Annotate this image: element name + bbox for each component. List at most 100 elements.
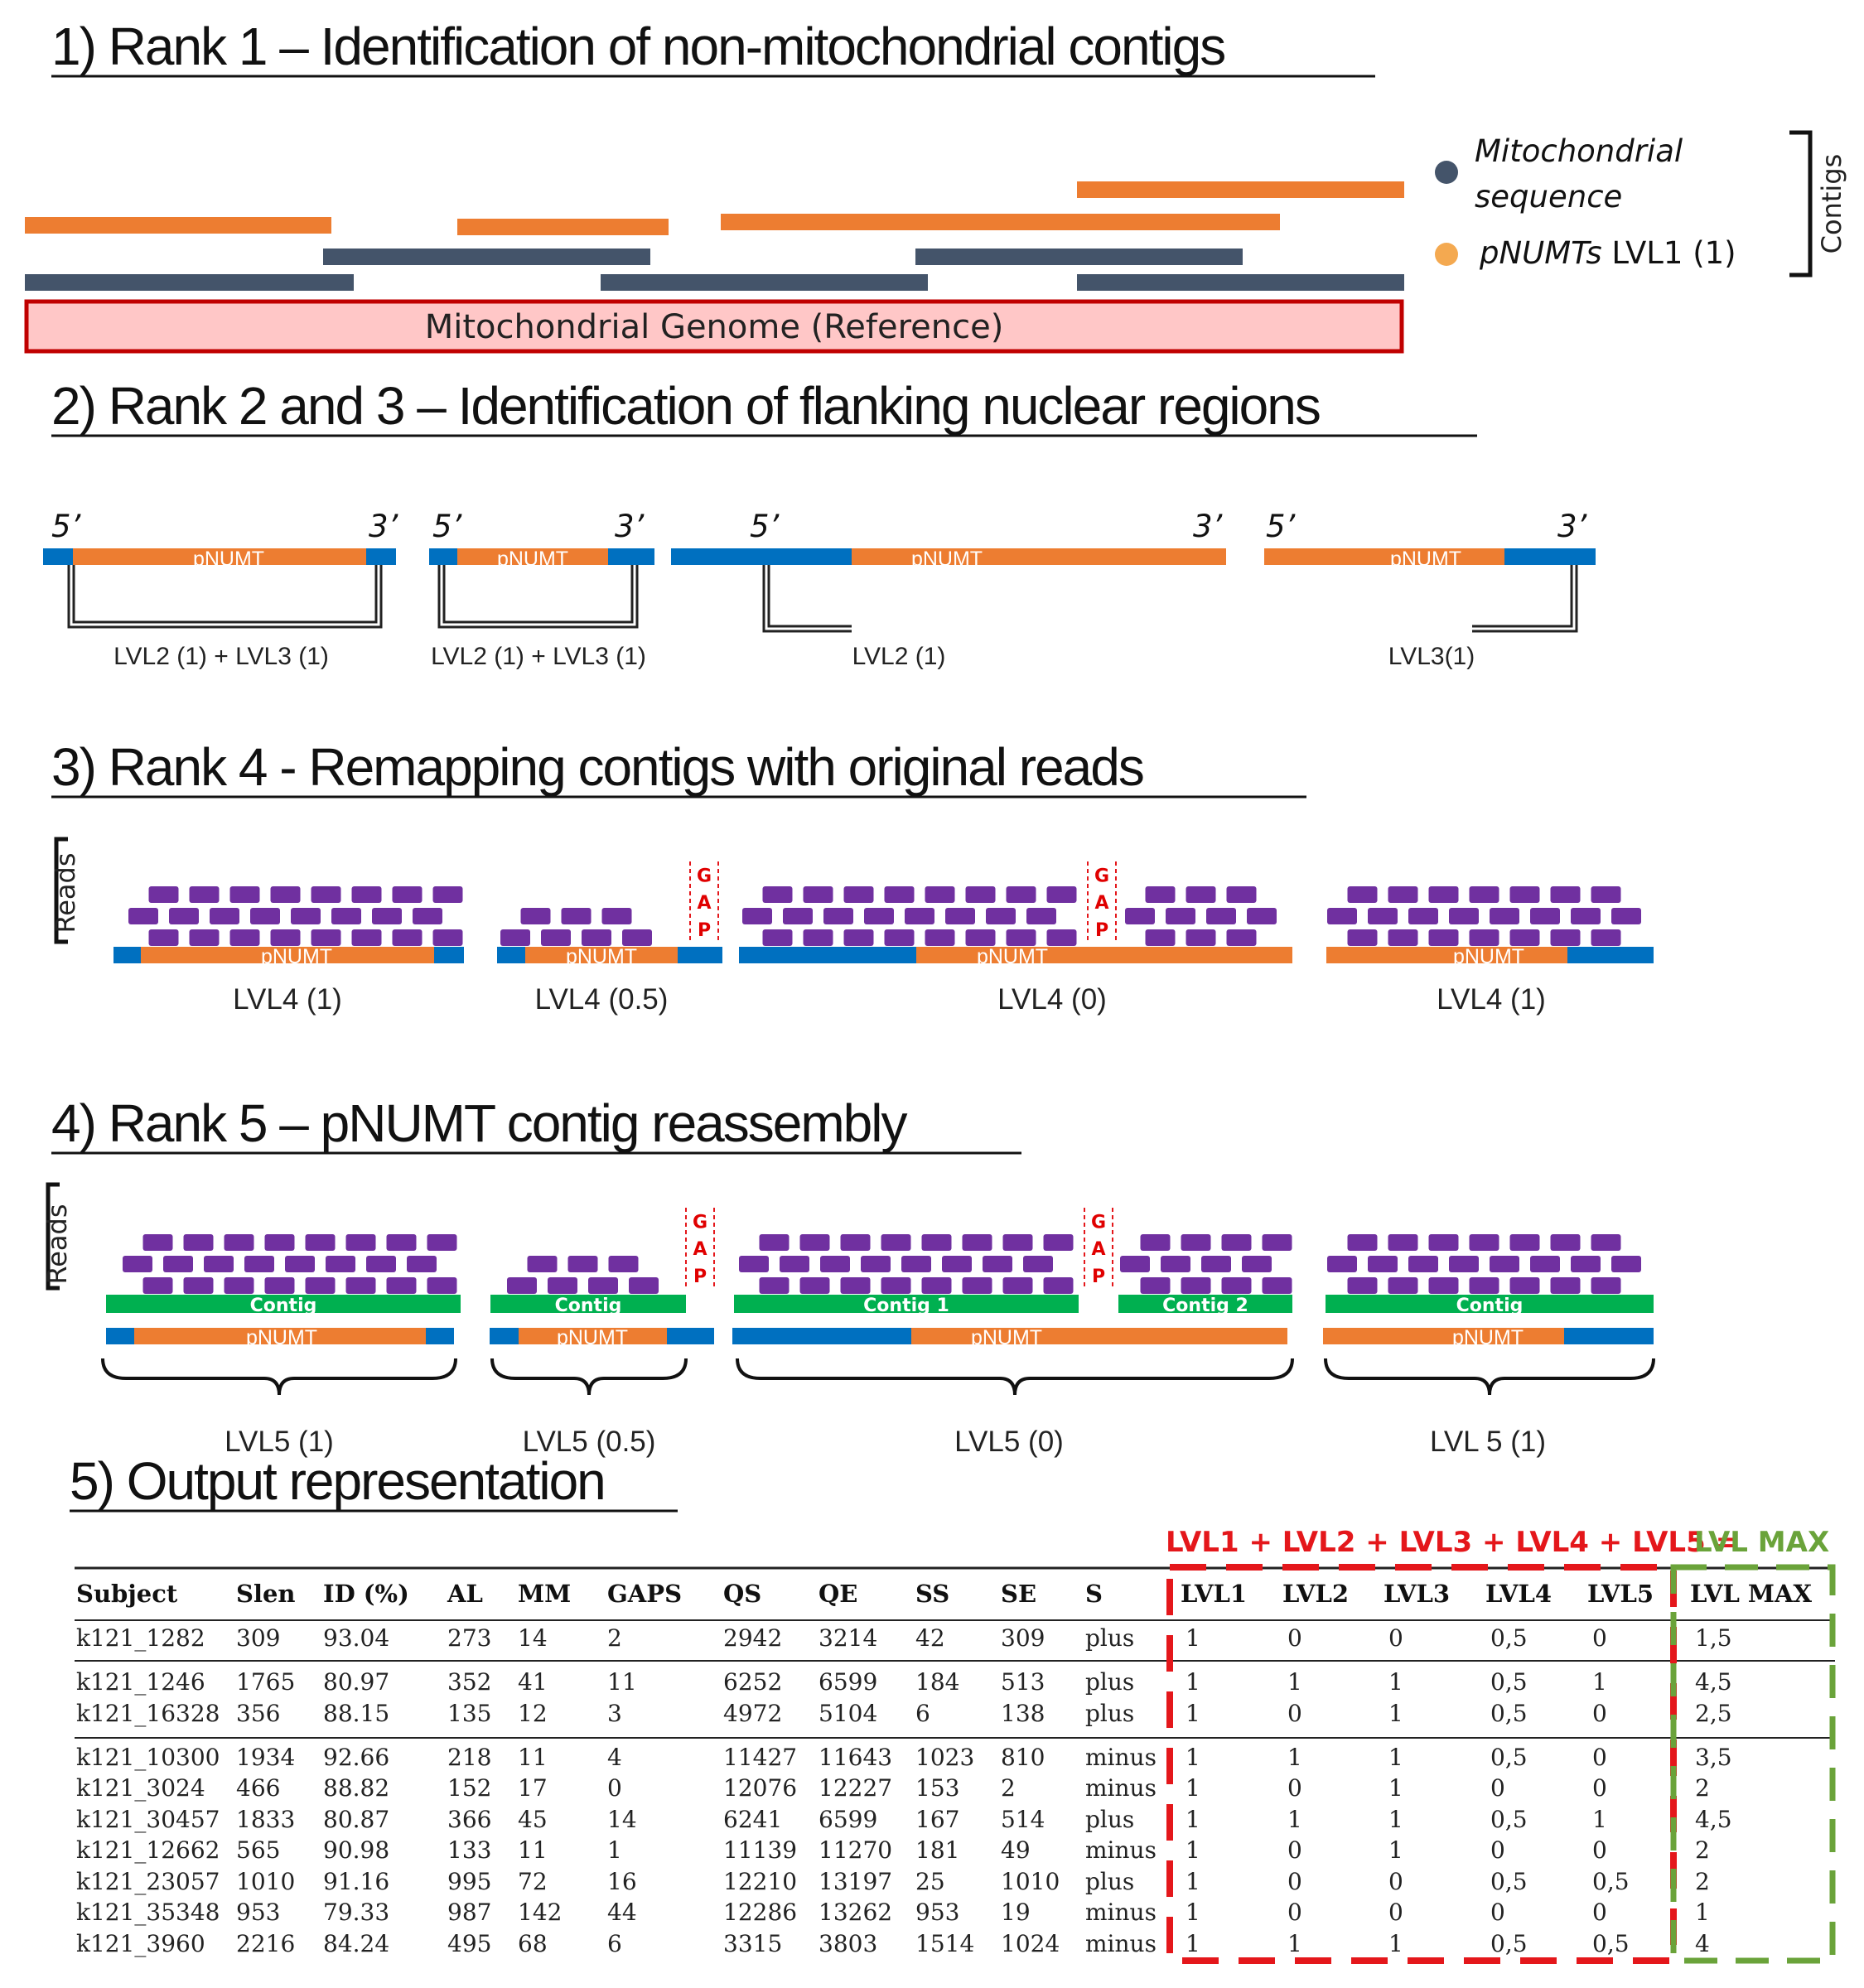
table-cell: 42 (915, 1624, 945, 1652)
flank-region (1567, 947, 1654, 963)
pnumt-bar-label: pNUMT (566, 945, 637, 968)
flank-connector (1472, 565, 1573, 628)
read-block (1262, 1234, 1292, 1251)
pnumt-bar-label: pNUMT (911, 548, 983, 571)
read-block (189, 886, 220, 903)
read-block (305, 1234, 336, 1251)
table-cell: 84.24 (323, 1930, 389, 1957)
read-block (1591, 1277, 1621, 1294)
read-block (1221, 1234, 1252, 1251)
table-cell: 1833 (236, 1806, 295, 1833)
read-block (345, 1277, 376, 1294)
table-cell: 0 (1287, 1868, 1302, 1895)
pnumt-contig-bar (1077, 181, 1404, 198)
table-cell: 12227 (819, 1774, 892, 1802)
table-header-cell: QE (819, 1580, 857, 1608)
table-cell: 1 (1186, 1744, 1200, 1771)
table-header-cell: ID (%) (323, 1580, 409, 1608)
read-block (148, 929, 179, 946)
table-cell: 1 (1186, 1930, 1200, 1957)
pnumt-bar-label: pNUMT (261, 945, 332, 968)
region-brace (490, 1358, 688, 1396)
read-block (965, 929, 996, 946)
table-cell: 1010 (1001, 1868, 1060, 1895)
pnumt-bar (519, 1328, 667, 1344)
table-cell: 1934 (236, 1744, 295, 1771)
level-label: LVL3(1) (1388, 643, 1475, 670)
table-cell: 44 (607, 1899, 637, 1926)
table-cell: 0 (1388, 1868, 1403, 1895)
table-header-cell: LVL3 (1384, 1580, 1450, 1608)
gap-marker-letter: A (1091, 1239, 1105, 1260)
table-cell: 3,5 (1695, 1744, 1732, 1771)
flank-region (43, 548, 73, 565)
level-label: LVL2 (1) + LVL3 (1) (431, 643, 646, 670)
read-block (1530, 1256, 1560, 1272)
table-cell: plus (1085, 1668, 1134, 1696)
read-block (1509, 886, 1540, 903)
table-cell: 1 (1186, 1899, 1200, 1926)
gap-marker-letter: P (1092, 1267, 1105, 1287)
flank-region (497, 947, 525, 963)
table-cell: 0,5 (1490, 1700, 1528, 1727)
table-cell: minus (1085, 1930, 1157, 1957)
table-cell: 6 (607, 1930, 622, 1957)
pnumt-legend-dot (1435, 243, 1458, 266)
read-block (1186, 929, 1216, 946)
level-label: LVL4 (1) (1437, 983, 1546, 1016)
read-block (224, 1234, 254, 1251)
flank-connector (72, 565, 378, 624)
read-block (1490, 1256, 1519, 1272)
table-cell: 153 (915, 1774, 959, 1802)
table-cell: 11139 (723, 1836, 797, 1864)
read-block (432, 929, 463, 946)
table-cell: 2942 (723, 1624, 782, 1652)
read-block (264, 1234, 295, 1251)
table-cell: 5104 (819, 1700, 877, 1727)
read-block (169, 908, 199, 924)
table-cell: 273 (447, 1624, 491, 1652)
table-cell: 0 (1592, 1774, 1607, 1802)
table-cell: 495 (447, 1930, 491, 1957)
pnumt-bar (457, 548, 608, 565)
contig-bar (734, 1295, 1079, 1313)
table-cell: 25 (915, 1868, 945, 1895)
read-block (1023, 1256, 1053, 1272)
table-cell: 49 (1001, 1836, 1031, 1864)
read-block (1449, 908, 1479, 924)
read-block (1046, 929, 1077, 946)
table-cell: 356 (236, 1700, 280, 1727)
table-cell: k121_16328 (76, 1700, 220, 1727)
contigs-bracket (1789, 130, 1813, 277)
table-cell: 2 (1001, 1774, 1016, 1802)
read-block (183, 1234, 214, 1251)
mito-legend-label: sequence (1475, 179, 1622, 215)
read-block (1347, 929, 1378, 946)
read-block (965, 886, 996, 903)
contig-bar (1326, 1295, 1654, 1313)
table-cell: 11 (518, 1836, 548, 1864)
read-block (372, 908, 402, 924)
read-block (799, 1277, 830, 1294)
read-block (1186, 886, 1216, 903)
flank-region (113, 947, 141, 963)
level-label: LVL4 (1) (233, 983, 342, 1016)
pnumt-bar-label: pNUMT (1452, 1326, 1524, 1349)
read-block (1388, 1234, 1418, 1251)
table-cell: 1024 (1001, 1930, 1060, 1957)
read-block (432, 886, 463, 903)
flank-region (678, 947, 722, 963)
pnumt-bar-label: pNUMT (971, 1326, 1042, 1349)
table-cell: 0 (1287, 1624, 1302, 1652)
flank-connector (442, 565, 634, 624)
table-cell: 133 (447, 1836, 491, 1864)
read-block (311, 929, 341, 946)
read-block (881, 1277, 911, 1294)
read-block (739, 1256, 769, 1272)
table-cell: 142 (518, 1899, 562, 1926)
table-cell: 1 (1186, 1774, 1200, 1802)
contigs-bracket-label: Contigs (1816, 154, 1847, 254)
pnumt-contig-bar (721, 214, 1280, 230)
read-block (1226, 886, 1257, 903)
